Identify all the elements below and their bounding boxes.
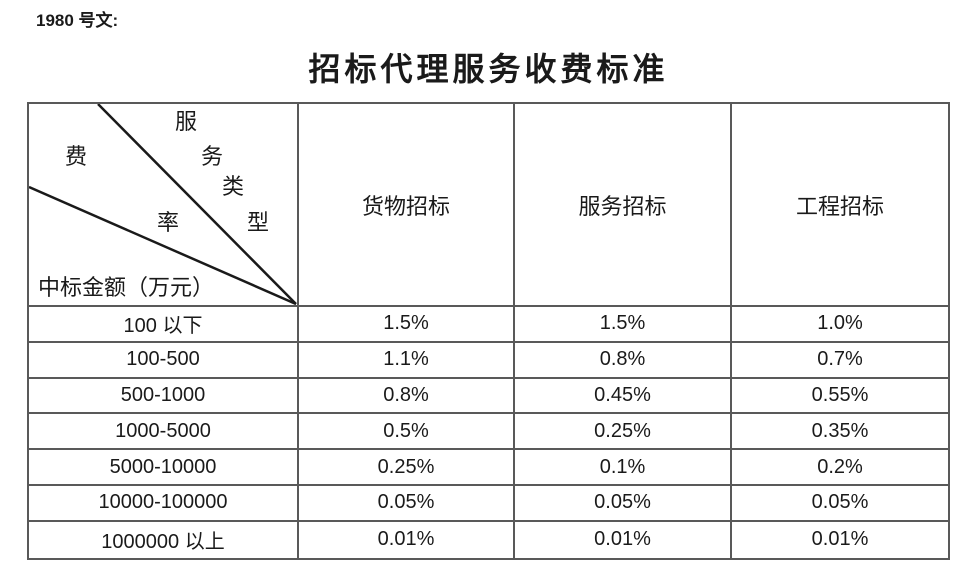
corner-type-char: 型 xyxy=(247,210,270,235)
corner-rate-char: 率 xyxy=(157,210,180,235)
column-header-goods: 货物招标 xyxy=(299,104,515,307)
row-label: 1000000 以上 xyxy=(29,521,299,558)
page-title: 招标代理服务收费标准 xyxy=(308,51,669,87)
corner-type-char: 务 xyxy=(201,144,224,169)
rate-value: 0.2% xyxy=(732,450,948,486)
rate-value: 1.0% xyxy=(732,307,948,343)
rate-value: 0.8% xyxy=(299,378,515,415)
rate-value: 0.25% xyxy=(515,414,732,451)
rate-value: 1.1% xyxy=(299,342,515,379)
row-label: 500-1000 xyxy=(29,378,299,415)
row-label: 100-500 xyxy=(29,342,299,379)
rate-value: 0.01% xyxy=(299,521,515,558)
rate-value: 0.25% xyxy=(299,450,515,486)
document-ref-number: 1980 号文: xyxy=(36,11,119,30)
rate-value: 0.05% xyxy=(732,486,948,522)
column-header-service: 服务招标 xyxy=(515,104,732,307)
fee-standard-table: 费 率 服 务 类 型 中标金额（万元） 货物招标 服务招标 工程招标 100 … xyxy=(27,102,950,560)
diagonal-lines xyxy=(29,104,297,305)
rate-value: 0.1% xyxy=(515,450,732,486)
row-label: 100 以下 xyxy=(29,307,299,343)
corner-amount-label: 中标金额（万元） xyxy=(38,275,215,300)
rate-value: 1.5% xyxy=(515,307,732,343)
rate-value: 0.7% xyxy=(732,343,948,379)
corner-type-char: 服 xyxy=(175,109,198,134)
column-header-works: 工程招标 xyxy=(732,104,948,307)
diagonal-header-cell: 费 率 服 务 类 型 中标金额（万元） xyxy=(29,104,299,307)
corner-type-char: 类 xyxy=(222,174,245,199)
row-label: 5000-10000 xyxy=(29,450,299,486)
row-label: 10000-100000 xyxy=(29,485,299,522)
rate-value: 0.35% xyxy=(732,414,948,451)
row-label: 1000-5000 xyxy=(29,414,299,451)
rate-value: 0.05% xyxy=(299,485,515,522)
rate-value: 0.05% xyxy=(515,485,732,522)
rate-value: 1.5% xyxy=(299,307,515,343)
corner-fee-char: 费 xyxy=(65,144,88,169)
rate-value: 0.01% xyxy=(515,521,732,558)
rate-value: 0.5% xyxy=(299,414,515,451)
rate-value: 0.45% xyxy=(515,378,732,415)
rate-value: 0.01% xyxy=(811,528,869,551)
rate-value: 0.8% xyxy=(515,342,732,379)
rate-value: 0.55% xyxy=(732,379,948,415)
